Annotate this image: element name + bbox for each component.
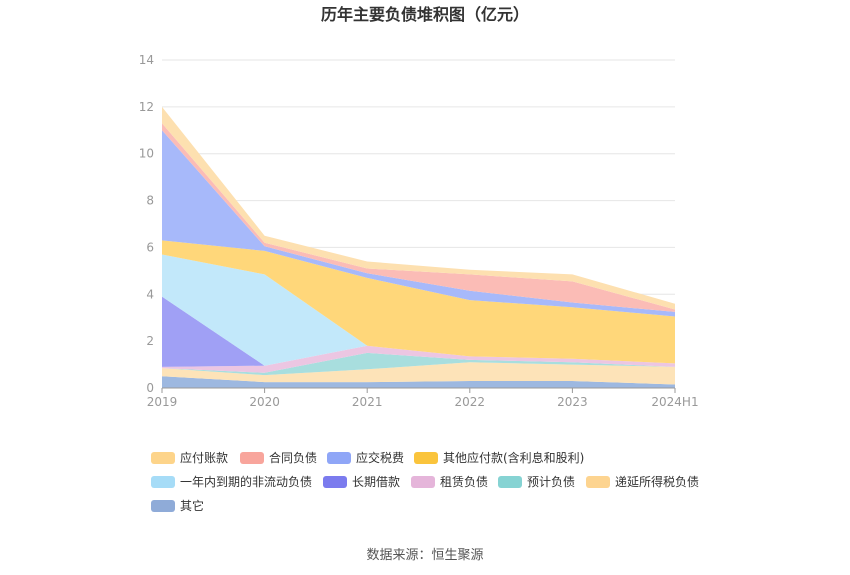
legend-swatch — [151, 500, 175, 512]
x-axis: 2019 2020 2021 2022 2023 2024H1 — [147, 387, 699, 409]
legend-item[interactable]: 应交税费 — [327, 450, 404, 465]
legend-swatch — [151, 452, 175, 464]
area-series-9 — [162, 106, 675, 310]
area-series-3 — [162, 345, 675, 373]
legend-swatch — [586, 476, 610, 488]
legend-swatch — [151, 476, 175, 488]
legend-item[interactable]: 递延所得税负债 — [586, 474, 699, 489]
area-series — [162, 106, 675, 388]
legend: 应付账款 合同负债 应交税费 其他应付款(含利息和股利) 一年内到期的非流动负债 长期借款… — [151, 450, 699, 513]
legend-swatch — [323, 476, 347, 488]
y-tick-label: 4 — [146, 287, 154, 301]
y-tick-label: 2 — [146, 334, 154, 348]
x-tick-label: 2019 — [147, 395, 178, 409]
legend-label: 递延所得税负债 — [615, 474, 699, 489]
legend-item[interactable]: 长期借款 — [323, 475, 400, 489]
y-tick-label: 12 — [139, 100, 154, 114]
legend-label: 预计负债 — [527, 475, 575, 489]
y-tick-label: 14 — [139, 53, 154, 67]
area-series-8 — [162, 123, 675, 312]
x-tick-label: 2024H1 — [651, 395, 698, 409]
legend-label: 租赁负债 — [440, 475, 488, 489]
legend-item[interactable]: 一年内到期的非流动负债 — [151, 474, 312, 489]
legend-label: 长期借款 — [352, 475, 400, 489]
legend-swatch — [240, 452, 264, 464]
legend-item[interactable]: 租赁负债 — [411, 475, 488, 489]
area-series-1 — [162, 362, 675, 385]
area-series-2 — [162, 352, 675, 376]
x-tick-label: 2022 — [455, 395, 486, 409]
area-series-5 — [162, 254, 675, 366]
legend-label: 一年内到期的非流动负债 — [180, 474, 312, 489]
y-tick-label: 8 — [146, 194, 154, 208]
data-source: 数据来源：恒生聚源 — [366, 548, 483, 563]
x-tick-label: 2023 — [557, 395, 588, 409]
legend-swatch — [411, 476, 435, 488]
legend-item[interactable]: 其它 — [151, 498, 204, 513]
legend-label: 其他应付款(含利息和股利) — [443, 450, 584, 465]
y-tick-label: 0 — [146, 381, 154, 395]
legend-item[interactable]: 合同负债 — [240, 450, 317, 465]
legend-label: 应交税费 — [356, 450, 404, 465]
area-series-0 — [162, 376, 675, 388]
legend-label: 合同负债 — [269, 450, 317, 465]
legend-label: 其它 — [180, 498, 204, 513]
x-tick-label: 2020 — [249, 395, 280, 409]
legend-swatch — [414, 452, 438, 464]
legend-label: 应付账款 — [180, 450, 228, 465]
legend-swatch — [327, 452, 351, 464]
legend-swatch — [498, 476, 522, 488]
y-tick-label: 10 — [139, 147, 154, 161]
area-series-4 — [162, 296, 675, 367]
y-tick-label: 6 — [146, 240, 154, 254]
legend-item[interactable]: 其他应付款(含利息和股利) — [414, 450, 584, 465]
x-tick-label: 2021 — [352, 395, 383, 409]
legend-item[interactable]: 预计负债 — [498, 475, 575, 489]
area-series-6 — [162, 240, 675, 364]
chart-title: 历年主要负债堆积图（亿元） — [321, 5, 529, 24]
y-axis: 0 2 4 6 8 10 12 14 — [139, 53, 154, 395]
legend-item[interactable]: 应付账款 — [151, 450, 228, 465]
